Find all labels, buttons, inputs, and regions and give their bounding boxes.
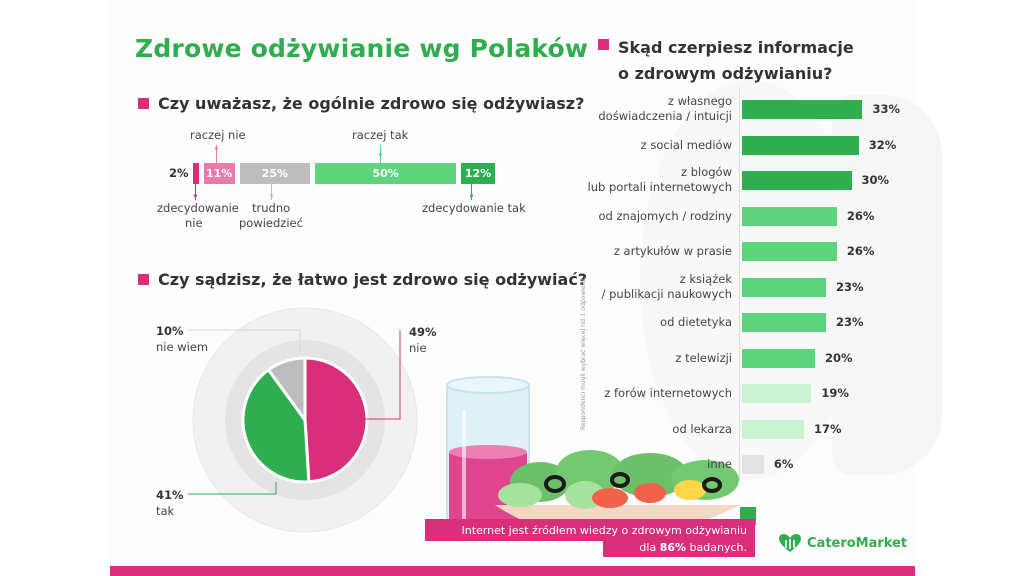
label-zdecydowanie-nie-2: nie [185,216,203,230]
hbar-category-label: z social mediów [640,137,732,152]
label-raczej-nie: raczej nie [190,128,246,142]
question-1: Czy uważasz, że ogólnie zdrowo się odżyw… [138,94,584,113]
pie-label-tak-value: 41% [156,488,184,502]
hbar-3 [742,171,852,190]
segment-value-label: 2% [169,166,189,180]
connector-dot [270,194,273,197]
catero-market-logo: CateroMarket [778,533,907,553]
segment-value-label: 50% [372,167,399,180]
question-2-text: Czy sądzisz, że łatwo jest zdrowo się od… [158,270,588,289]
segment-value-label: 11% [205,167,233,180]
stacked-segment-4: 50% [315,163,457,184]
logo-text: CateroMarket [807,535,908,551]
hbar-category-label: od dietetyka [660,315,732,329]
connector-line [216,145,217,163]
label-trudno-2: powiedzieć [239,216,303,230]
bullet-square-icon [138,98,149,109]
multiple-answers-note: Respondenci mogli wybrać więcej niż 1 od… [580,276,587,430]
label-raczej-tak: raczej tak [352,128,409,142]
hbar-11 [742,455,764,474]
hbar-category-label: z telewizji [675,350,732,365]
stacked-segment-3: 25% [239,163,311,184]
question-3-line2: o zdrowym odżywianiu? [618,64,833,83]
stacked-segment-1 [193,163,199,184]
bullet-square-icon [598,39,609,50]
pie-label-nie-value: 49% [409,325,437,339]
hbar-category-label: z forów internetowych [604,386,732,400]
question-2: Czy sądzisz, że łatwo jest zdrowo się od… [138,270,587,289]
internet-banner-line1: Internet jest źródłem wiedzy o zdrowym o… [425,519,755,541]
label-zdecydowanie-nie-1: zdecydowanie [157,201,239,215]
pie-label-tak: tak [156,504,175,518]
hbar-category-label: inne [707,457,732,471]
segment-value-label: 25% [261,167,289,180]
hbar-10 [742,419,805,439]
heart-leaf-icon [779,534,801,552]
hbar-6 [742,277,826,297]
connector-line [471,184,472,200]
stacked-segment-2: 11% [203,163,235,184]
segment-value-label: 12% [464,167,492,180]
hbar-category-label: z artykułów w prasie [613,244,732,258]
hbar-4 [742,206,837,226]
connector-line [271,184,272,200]
hbar-9 [742,384,812,403]
decorative-fork-shape [832,95,942,475]
page-title: Zdrowe odżywianie wg Polaków [135,34,589,63]
banner-text-2-pre: dla [639,540,660,554]
pie-label-nie-wiem-value: 10% [156,324,184,338]
hbar-2 [742,135,859,155]
label-zdecydowanie-tak: zdecydowanie tak [422,201,526,215]
hbar-value-label: 6% [773,457,794,471]
connector-dot [470,194,473,197]
hbar-category-label: z książek / publikacji naukowych [601,271,732,301]
bar-chart-axis [739,90,740,480]
hbar-value-label: 23% [835,315,864,329]
connector-dot [215,147,218,150]
footer-strip [110,566,915,576]
hbar-value-label: 20% [825,350,853,365]
pie-label-nie-wiem: nie wiem [156,340,209,354]
hbar-value-label: 17% [814,421,842,436]
hbar-5 [742,242,837,261]
banner-highlight-value: 86% [659,540,687,554]
question-3: Skąd czerpiesz informacje o zdrowym odży… [598,35,854,87]
hbar-7 [742,313,826,332]
hbar-category-label: z blogów lub portali internetowych [587,165,732,194]
banner-text-1: Internet jest źródłem wiedzy o zdrowym o… [461,523,748,537]
hbar-value-label: 32% [868,137,897,152]
question-3-line1: Skąd czerpiesz informacje [618,38,854,57]
internet-banner-line2: dla 86% badanych. [603,537,755,557]
hbar-category-label: od lekarza [672,421,732,436]
hbar-value-label: 23% [835,279,864,294]
hbar-value-label: 26% [846,244,875,258]
hbar-category-label: od znajomych / rodziny [598,208,732,223]
hbar-category-label: z własnego doświadczenia / intuicji [598,94,732,123]
label-trudno-1: trudno [252,201,291,215]
hbar-value-label: 30% [861,173,890,187]
hbar-value-label: 19% [821,386,849,400]
pie-label-nie: nie [409,341,427,355]
connector-line [195,184,196,200]
bullet-square-icon [138,274,149,285]
stacked-segment-5: 12% [461,163,495,184]
connector-dot [379,153,382,156]
connector-dot [194,194,197,197]
hbar-value-label: 26% [846,208,875,223]
hbar-1 [742,100,863,119]
banner-text-2-post: badanych. [686,540,747,554]
hbar-value-label: 33% [872,102,900,116]
hbar-8 [742,348,815,368]
question-1-text: Czy uważasz, że ogólnie zdrowo się odżyw… [158,94,585,113]
